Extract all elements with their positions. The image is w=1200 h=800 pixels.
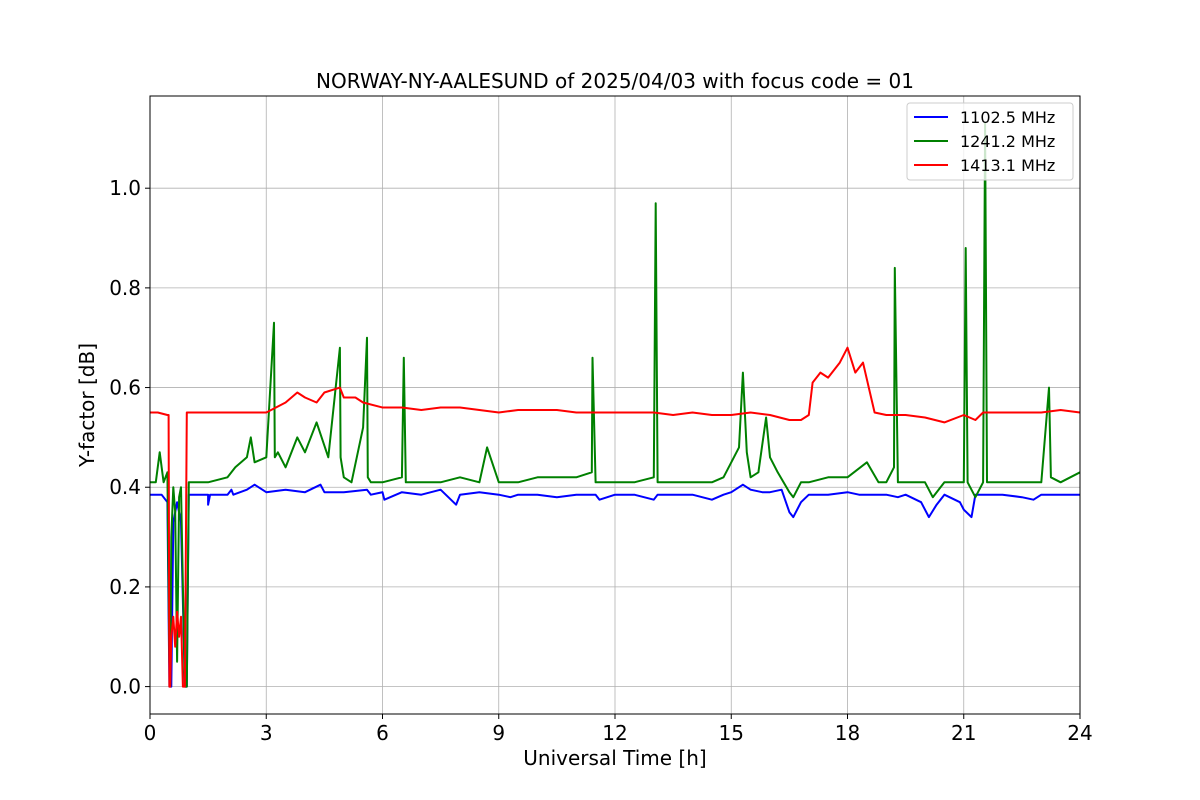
x-tick-label: 9 bbox=[492, 721, 505, 745]
series-line-3 bbox=[150, 346, 1081, 688]
x-tick-label: 6 bbox=[376, 721, 389, 745]
x-axis-label: Universal Time [h] bbox=[523, 746, 706, 770]
chart-title: NORWAY-NY-AALESUND of 2025/04/03 with fo… bbox=[316, 69, 914, 93]
axis-ticks: 0 3 6 9 12 15 18 21 24 0.0 0.2 0.4 0.6 0.8 1.0 bbox=[109, 176, 1093, 745]
y-tick-label: 0.6 bbox=[109, 376, 141, 400]
x-tick-label: 3 bbox=[260, 721, 273, 745]
series-line-2 bbox=[150, 122, 1081, 688]
y-tick-label: 0.8 bbox=[109, 276, 141, 300]
y-tick-label: 0.4 bbox=[109, 475, 141, 499]
legend-label-3: 1413.1 MHz bbox=[960, 156, 1055, 175]
y-axis-label: Y-factor [dB] bbox=[75, 343, 99, 468]
y-tick-label: 1.0 bbox=[109, 176, 141, 200]
x-tick-label: 24 bbox=[1067, 721, 1092, 745]
legend-label-1: 1102.5 MHz bbox=[960, 108, 1055, 127]
legend-label-2: 1241.2 MHz bbox=[960, 132, 1055, 151]
series-line-1 bbox=[150, 483, 1080, 688]
x-tick-label: 18 bbox=[835, 721, 860, 745]
x-tick-label: 12 bbox=[602, 721, 627, 745]
y-tick-label: 0.0 bbox=[109, 675, 141, 699]
x-tick-label: 0 bbox=[144, 721, 157, 745]
x-tick-label: 15 bbox=[719, 721, 744, 745]
legend-box bbox=[906, 102, 1074, 181]
y-tick-label: 0.2 bbox=[109, 575, 141, 599]
legend: 1102.5 MHz 1241.2 MHz 1413.1 MHz bbox=[906, 102, 1074, 181]
x-tick-label: 21 bbox=[951, 721, 976, 745]
series-lines bbox=[150, 122, 1081, 688]
